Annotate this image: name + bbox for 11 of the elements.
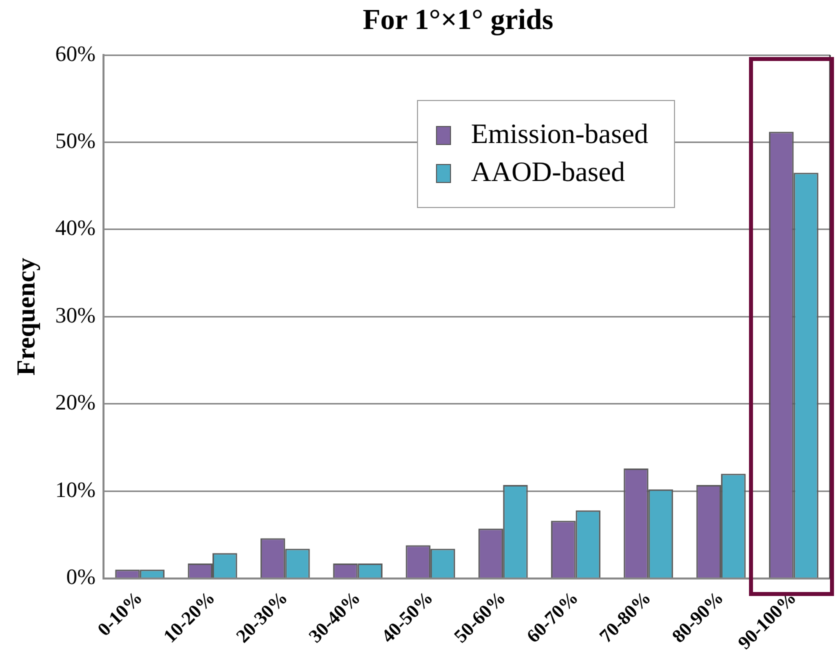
y-tick-label: 50% bbox=[55, 128, 96, 154]
y-tick-label: 60% bbox=[55, 40, 96, 66]
y-axis-title: Frequency bbox=[11, 258, 40, 376]
legend-label: AAOD-based bbox=[471, 157, 625, 189]
y-tick-label: 10% bbox=[55, 476, 96, 502]
y-tick-label: 30% bbox=[55, 302, 96, 328]
chart-title: For 1°×1° grids bbox=[362, 4, 554, 37]
y-tick-label: 20% bbox=[55, 390, 96, 415]
y-tick-label: 40% bbox=[55, 215, 96, 240]
legend-label: Emission-based bbox=[471, 119, 648, 151]
y-tick-label: 0% bbox=[66, 564, 96, 590]
